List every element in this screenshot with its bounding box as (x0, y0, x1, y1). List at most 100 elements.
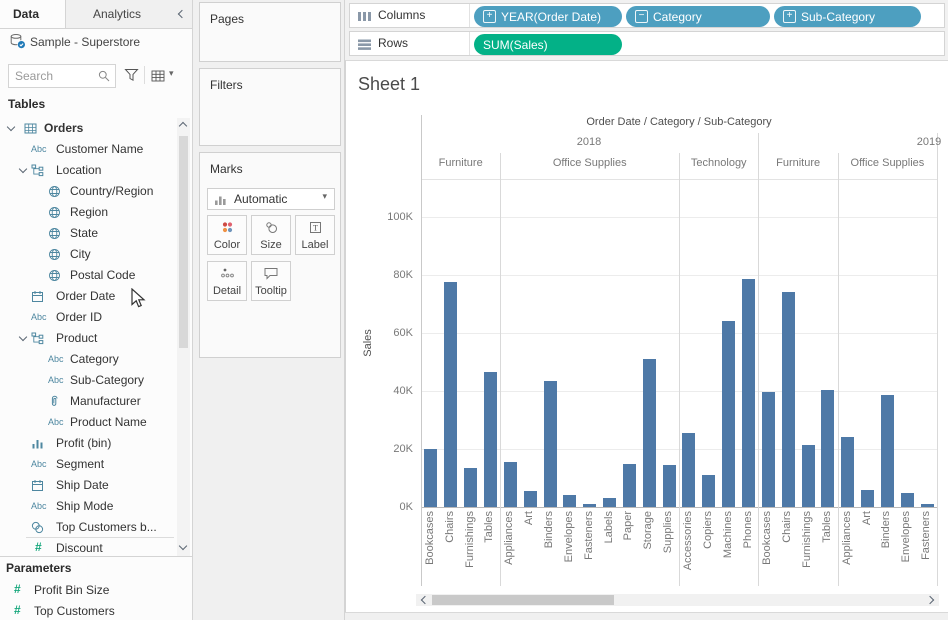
bar-2019-office-supplies-binders[interactable] (881, 395, 894, 507)
chart-h-scrollbar[interactable] (416, 594, 939, 606)
x-axis-label-art[interactable]: Art (523, 511, 537, 583)
expander-icon[interactable] (19, 333, 27, 341)
field-row-order-id[interactable]: AbcOrder ID (0, 307, 175, 328)
x-axis-label-chairs[interactable]: Chairs (444, 511, 458, 583)
field-row-state[interactable]: State (0, 223, 175, 244)
bar-2018-office-supplies-paper[interactable] (623, 464, 636, 508)
field-row-sub-category[interactable]: AbcSub-Category (0, 370, 175, 391)
scroll-left-icon[interactable] (421, 596, 429, 604)
x-axis-label-copiers[interactable]: Copiers (702, 511, 716, 583)
tab-data[interactable]: Data (0, 0, 66, 28)
bar-2018-office-supplies-storage[interactable] (643, 359, 656, 507)
bar-2019-furniture-furnishings[interactable] (802, 445, 815, 507)
category-header-furniture[interactable]: Furniture (758, 157, 837, 169)
expand-plus-icon[interactable]: + (783, 10, 796, 23)
category-header-furniture[interactable]: Furniture (421, 157, 500, 169)
field-row-customer-name[interactable]: AbcCustomer Name (0, 139, 175, 160)
size-button[interactable]: Size (251, 215, 291, 255)
columns-shelf[interactable]: Columns +YEAR(Order Date)−Category+Sub-C… (349, 3, 945, 28)
x-axis-label-paper[interactable]: Paper (622, 511, 636, 583)
bar-2019-office-supplies-art[interactable] (861, 490, 874, 507)
x-axis-label-phones[interactable]: Phones (742, 511, 756, 583)
category-header-office-supplies[interactable]: Office Supplies (838, 157, 937, 169)
x-axis-label-bookcases[interactable]: Bookcases (761, 511, 775, 583)
expander-icon[interactable] (7, 123, 15, 131)
field-row-location[interactable]: Location (0, 160, 175, 181)
x-axis-label-fasteners[interactable]: Fasteners (920, 511, 934, 583)
bar-2019-office-supplies-appliances[interactable] (841, 437, 854, 507)
bar-2018-office-supplies-labels[interactable] (603, 498, 616, 507)
bar-2018-office-supplies-appliances[interactable] (504, 462, 517, 507)
field-row-order-date[interactable]: Order Date (0, 286, 175, 307)
x-axis-label-tables[interactable]: Tables (483, 511, 497, 583)
field-list-scrollbar[interactable] (177, 118, 190, 556)
scroll-right-icon[interactable] (926, 596, 934, 604)
x-axis-label-appliances[interactable]: Appliances (841, 511, 855, 583)
color-button[interactable]: Color (207, 215, 247, 255)
bar-2018-furniture-tables[interactable] (484, 372, 497, 507)
pages-shelf[interactable]: Pages (199, 2, 341, 62)
x-axis-label-furnishings[interactable]: Furnishings (801, 511, 815, 583)
label-button[interactable]: TLabel (295, 215, 335, 255)
field-row-product-name[interactable]: AbcProduct Name (0, 412, 175, 433)
bar-2018-office-supplies-binders[interactable] (544, 381, 557, 507)
x-axis-label-envelopes[interactable]: Envelopes (900, 511, 914, 583)
field-row-orders[interactable]: Orders (0, 118, 175, 139)
bar-2019-office-supplies-envelopes[interactable] (901, 493, 914, 508)
field-row-profit-bin[interactable]: Profit (bin) (0, 433, 175, 454)
bar-2018-furniture-bookcases[interactable] (424, 449, 437, 507)
field-row-city[interactable]: City (0, 244, 175, 265)
field-row-ship-date[interactable]: Ship Date (0, 475, 175, 496)
pill-category[interactable]: −Category (626, 6, 770, 27)
scroll-up-icon[interactable] (179, 122, 187, 130)
field-row-category[interactable]: AbcCategory (0, 349, 175, 370)
scrollbar-thumb[interactable] (179, 136, 188, 348)
pill-sub-category[interactable]: +Sub-Category (774, 6, 921, 27)
x-axis-label-tables[interactable]: Tables (821, 511, 835, 583)
bar-2018-technology-machines[interactable] (722, 321, 735, 507)
pill-sum-sales[interactable]: SUM(Sales) (474, 34, 622, 55)
field-row-manufacturer[interactable]: Manufacturer (0, 391, 175, 412)
year-header-2019[interactable]: 2019 (869, 136, 948, 148)
bar-2018-furniture-chairs[interactable] (444, 282, 457, 507)
x-axis-label-supplies[interactable]: Supplies (662, 511, 676, 583)
grid-caret-icon[interactable]: ▾ (169, 68, 174, 79)
bar-2018-office-supplies-envelopes[interactable] (563, 495, 576, 507)
x-axis-label-furnishings[interactable]: Furnishings (464, 511, 478, 583)
rows-shelf[interactable]: Rows SUM(Sales) (349, 31, 945, 56)
scroll-down-icon[interactable] (179, 542, 187, 550)
field-row-postal-code[interactable]: Postal Code (0, 265, 175, 286)
x-axis-label-accessories[interactable]: Accessories (682, 511, 696, 583)
x-axis-label-machines[interactable]: Machines (722, 511, 736, 583)
bar-2018-office-supplies-supplies[interactable] (663, 465, 676, 507)
filter-funnel-icon[interactable] (124, 68, 139, 85)
datasource-name[interactable]: Sample - Superstore (30, 35, 140, 49)
x-axis-label-appliances[interactable]: Appliances (503, 511, 517, 583)
collapse-pane-icon[interactable] (178, 10, 186, 18)
bar-2018-furniture-furnishings[interactable] (464, 468, 477, 507)
bar-2018-technology-copiers[interactable] (702, 475, 715, 507)
bar-2019-furniture-bookcases[interactable] (762, 392, 775, 507)
x-axis-label-storage[interactable]: Storage (642, 511, 656, 583)
scrollbar-thumb[interactable] (432, 595, 614, 605)
x-axis-label-binders[interactable]: Binders (880, 511, 894, 583)
category-header-technology[interactable]: Technology (679, 157, 758, 169)
bar-2018-technology-phones[interactable] (742, 279, 755, 507)
parameter-row-profit-bin-size[interactable]: #Profit Bin Size (0, 580, 175, 601)
bar-2019-office-supplies-fasteners[interactable] (921, 504, 934, 507)
x-axis-label-art[interactable]: Art (861, 511, 875, 583)
x-axis-label-chairs[interactable]: Chairs (781, 511, 795, 583)
field-row-segment[interactable]: AbcSegment (0, 454, 175, 475)
x-axis-label-binders[interactable]: Binders (543, 511, 557, 583)
field-row-country-region[interactable]: Country/Region (0, 181, 175, 202)
bar-2018-technology-accessories[interactable] (682, 433, 695, 507)
parameter-row-top-customers[interactable]: #Top Customers (0, 601, 175, 620)
tooltip-button[interactable]: Tooltip (251, 261, 291, 301)
expander-icon[interactable] (19, 165, 27, 173)
expand-plus-icon[interactable]: + (483, 10, 496, 23)
collapse-minus-icon[interactable]: − (635, 10, 648, 23)
pill-year-order-date[interactable]: +YEAR(Order Date) (474, 6, 622, 27)
x-axis-label-bookcases[interactable]: Bookcases (424, 511, 438, 583)
field-row-region[interactable]: Region (0, 202, 175, 223)
filters-shelf[interactable]: Filters (199, 68, 341, 146)
